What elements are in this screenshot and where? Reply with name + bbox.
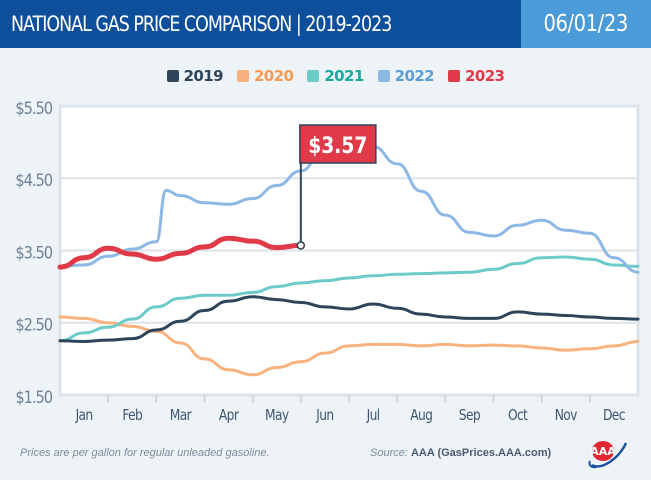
y-tick-label: $1.50 — [15, 387, 53, 407]
legend-item-2021: 2021 — [307, 67, 364, 85]
aaa-logo-icon: AAA — [588, 437, 628, 476]
date-badge: 06/01/23 — [521, 0, 651, 48]
x-tick-label: Nov — [555, 407, 578, 424]
x-tick-label: Apr — [219, 407, 239, 424]
x-tick-label: Mar — [170, 407, 192, 424]
source-label: Source: — [370, 447, 408, 459]
legend-swatch — [236, 70, 249, 82]
x-tick-label: Dec — [603, 407, 625, 424]
y-tick-label: $5.50 — [15, 98, 53, 118]
x-tick-label: May — [265, 407, 289, 424]
aaa-logo-swoosh — [591, 442, 628, 468]
x-tick-label: Oct — [508, 407, 528, 424]
legend-label: 2019 — [183, 67, 224, 85]
aaa-logo-oval — [592, 441, 614, 461]
footer-source: Source: AAA (GasPrices.AAA.com) — [370, 447, 551, 459]
x-tick-label: Aug — [410, 407, 432, 424]
legend-item-2022: 2022 — [377, 67, 435, 85]
series-line-2021 — [58, 255, 640, 343]
aaa-logo-text: AAA — [590, 445, 616, 458]
legend-item-2019: 2019 — [166, 67, 224, 85]
footer-note: Prices are per gallon for regular unlead… — [20, 447, 270, 459]
y-tick-label: $3.50 — [15, 242, 53, 262]
series-line-2023 — [57, 235, 304, 270]
x-tick-label: Feb — [122, 407, 142, 424]
legend-item-2023: 2023 — [448, 67, 505, 85]
legend-swatch — [377, 70, 390, 82]
legend-label: 2023 — [465, 67, 505, 85]
aaa-logo-swoosh-tail — [588, 460, 597, 469]
header: NATIONAL GAS PRICE COMPARISON | 2019-202… — [0, 0, 651, 48]
annotation-flag — [299, 124, 377, 164]
chart-legend: 2019 2020 2021 2022 2023 — [0, 64, 651, 88]
legend-label: 2021 — [324, 67, 364, 85]
annotation-point — [296, 241, 306, 250]
legend-swatch — [307, 70, 320, 82]
x-tick-label: Jul — [366, 407, 380, 424]
legend-swatch — [166, 70, 179, 82]
annotation-label: $3.57 — [308, 133, 367, 159]
y-tick-label: $4.50 — [15, 170, 53, 190]
x-tick-label: Jan — [75, 407, 93, 424]
source-value: AAA (GasPrices.AAA.com) — [410, 447, 552, 459]
legend-label: 2022 — [394, 67, 435, 85]
legend-label: 2020 — [253, 67, 294, 85]
aaa-logo-svg: AAA — [588, 441, 628, 469]
page-title: NATIONAL GAS PRICE COMPARISON | 2019-202… — [0, 0, 521, 48]
x-tick-label: Jun — [315, 407, 333, 424]
legend-item-2020: 2020 — [236, 67, 294, 85]
y-tick-label: $2.50 — [15, 315, 53, 335]
series-line-2019 — [58, 295, 640, 343]
legend-swatch — [448, 70, 461, 82]
x-tick-label: Sep — [459, 407, 480, 424]
